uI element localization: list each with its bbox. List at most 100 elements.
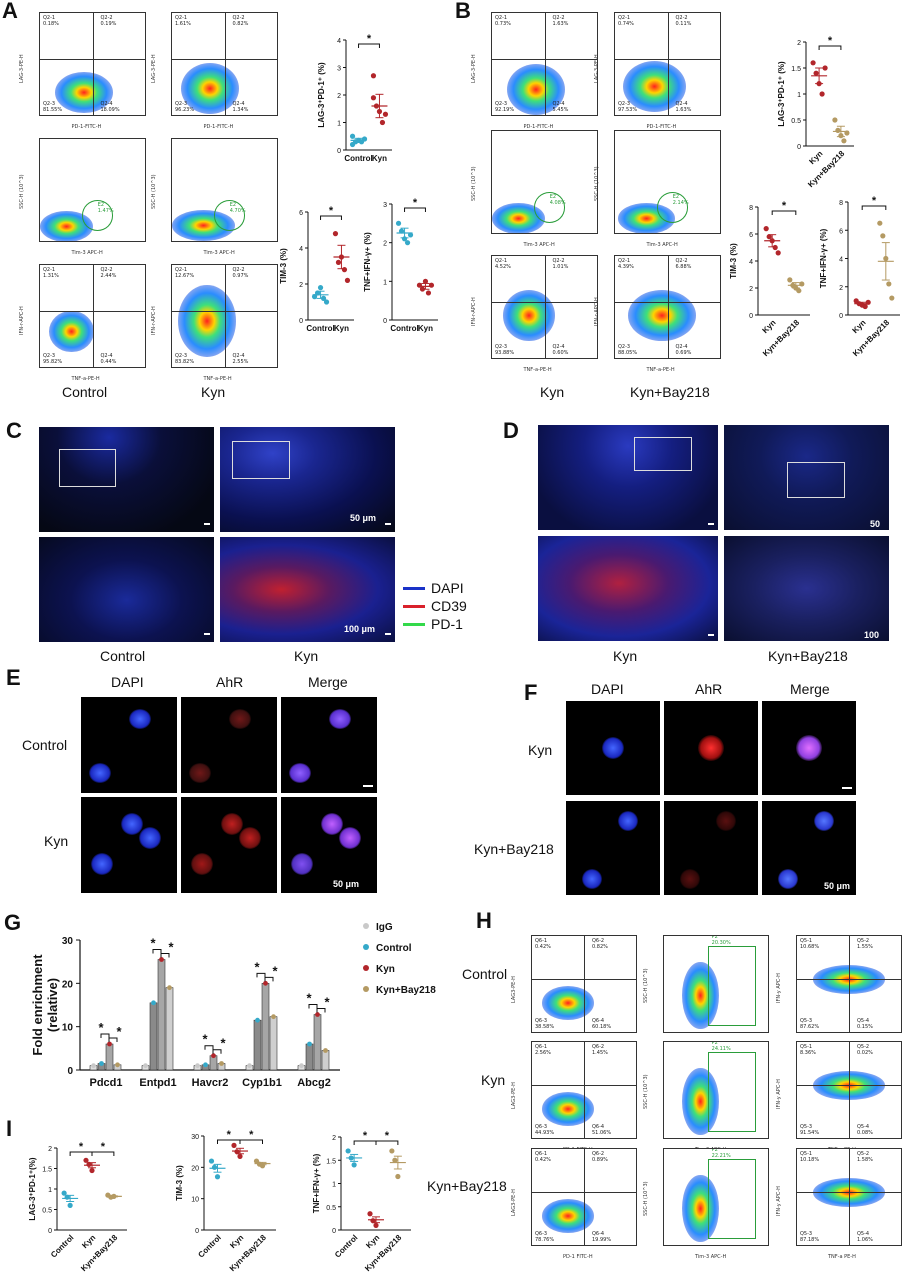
flow-plot: Q2-1 1.31% Q2-2 2.44% Q2-3 95.82% Q2-4 0.44% [39, 264, 146, 368]
quadrant-q3-label: Q2-3 88.05% [618, 344, 638, 356]
quadrant-q2-label: Q6-2 0.89% [592, 1151, 608, 1163]
scale-bar [708, 634, 714, 636]
d-bay-top-image: 50 μm [724, 425, 889, 530]
y-tick-label: 0 [383, 318, 387, 325]
quadrant-q4-label: Q6-4 60.18% [592, 1018, 612, 1030]
d-label-kyn-bay218: Kyn+Bay218 [768, 648, 848, 664]
nucleus [189, 763, 211, 783]
legend-label: Kyn+Bay218 [376, 985, 436, 996]
y-axis-label: LAG3-PE-H [511, 1082, 517, 1109]
flow-plot: Q2-1 12.67% Q2-2 0.97% Q2-3 83.82% Q2-4 2.55% [171, 264, 278, 368]
bar [261, 983, 270, 1071]
y-axis-label: IFN-r-APC-H [151, 306, 157, 335]
x-axis-label: Tim-3 APC-H [71, 250, 103, 256]
bar [113, 1064, 122, 1071]
data-point [425, 290, 432, 296]
bar-point [107, 1041, 112, 1047]
e-row-control: Control [22, 737, 68, 753]
panel-letter-h: H [476, 908, 492, 933]
nucleus [339, 827, 361, 849]
quadrant-line-v [584, 1042, 585, 1138]
x-axis-label: Tim-3 APC-H [203, 250, 235, 256]
significance-star: * [202, 1032, 208, 1047]
scale-bar [385, 633, 391, 635]
data-point [231, 1142, 237, 1148]
nucleus [239, 827, 261, 849]
nucleus [778, 869, 798, 889]
scale-bar [708, 523, 714, 525]
legend-label: Control [376, 943, 412, 954]
quadrant-q4-label: Q2-4 18.09% [100, 101, 120, 113]
y-tick-label: 0 [337, 148, 341, 155]
y-axis-label: LAG-3-PE-H [471, 54, 477, 83]
y-tick-label: 6 [299, 210, 303, 217]
scale-bar [363, 785, 373, 787]
f-col-dapi: DAPI [591, 681, 624, 697]
nucleus [796, 735, 822, 761]
x-axis-label: Tim-3 APC-H [523, 242, 555, 248]
flow-plot: P2 22.21% [663, 1148, 769, 1246]
quadrant-q2-label: Q5-2 1.55% [857, 938, 873, 950]
y-tick-label: 30 [191, 1134, 199, 1141]
x-tick-label: Kyn+Bay218 [806, 149, 847, 190]
data-point [389, 1148, 395, 1154]
bar-point [211, 1053, 216, 1059]
significance-bracket [212, 1049, 222, 1054]
data-point [314, 290, 321, 296]
b-label-kyn-bay218: Kyn+Bay218 [630, 384, 710, 400]
x-tick-label: Kyn [372, 154, 387, 163]
density-cloud [542, 1199, 595, 1233]
data-point [61, 1190, 67, 1196]
nucleus [129, 709, 151, 729]
gate-label: E2 4.08% [549, 194, 566, 207]
quadrant-q4-label: Q6-4 51.06% [592, 1124, 612, 1136]
bar [245, 1065, 254, 1071]
f-col-merge: Merge [790, 681, 830, 697]
panel-letter-i: I [6, 1116, 13, 1141]
flow-plot: Q2-1 1.61% Q2-2 0.82% Q2-3 96.23% Q2-4 1.34% [171, 12, 278, 116]
density-cloud [502, 289, 555, 341]
density-cloud [177, 285, 236, 357]
quadrant-q3-label: Q2-3 83.82% [175, 353, 195, 365]
nucleus [680, 869, 700, 889]
significance-bracket [160, 953, 170, 958]
data-point [361, 136, 368, 142]
scale-label: 50 μm [824, 881, 851, 891]
data-point [259, 1163, 266, 1169]
nucleus [121, 813, 143, 835]
flow-plot: E2 2.14% [614, 130, 721, 234]
data-point [211, 1164, 218, 1170]
y-tick-label: 4 [749, 259, 753, 266]
significance-bracket [100, 1033, 110, 1038]
y-tick-label: 2 [299, 282, 303, 289]
bar [253, 1019, 262, 1071]
data-point [86, 1161, 92, 1167]
nucleus [618, 811, 638, 831]
y-axis-label: IFN-r-APC-H [471, 297, 477, 326]
significance-star: * [272, 963, 278, 978]
bar-point [143, 1063, 148, 1069]
y-tick-label: 4 [299, 246, 303, 253]
data-point [256, 1161, 263, 1167]
y-axis-label: SSC-H (10^3) [594, 166, 600, 201]
legend-label: IgG [376, 922, 393, 933]
bar [321, 1050, 330, 1071]
bar-point [271, 1014, 276, 1020]
data-point [819, 91, 825, 97]
significance-star: * [150, 936, 156, 951]
data-point [317, 285, 324, 291]
density-cloud [682, 961, 719, 1030]
y-tick-label: 1 [332, 1182, 336, 1189]
nucleus [291, 853, 313, 875]
significance-bracket [217, 1139, 241, 1144]
x-tick-label: Control [333, 1233, 359, 1259]
density-cloud [542, 1092, 595, 1126]
x-axis-label: TNF-a-PE-H [203, 376, 232, 382]
flow-plot: Q2-1 0.18% Q2-2 0.19% Q2-3 81.55% Q2-4 18.09% [39, 12, 146, 116]
significance-bracket [353, 1140, 377, 1145]
b-label-kyn: Kyn [540, 384, 565, 400]
gate-rectangle [707, 1051, 757, 1133]
legend-label: Kyn [376, 964, 395, 975]
quadrant-q1-label: Q2-1 0.73% [495, 15, 511, 27]
density-cloud [682, 1067, 719, 1136]
